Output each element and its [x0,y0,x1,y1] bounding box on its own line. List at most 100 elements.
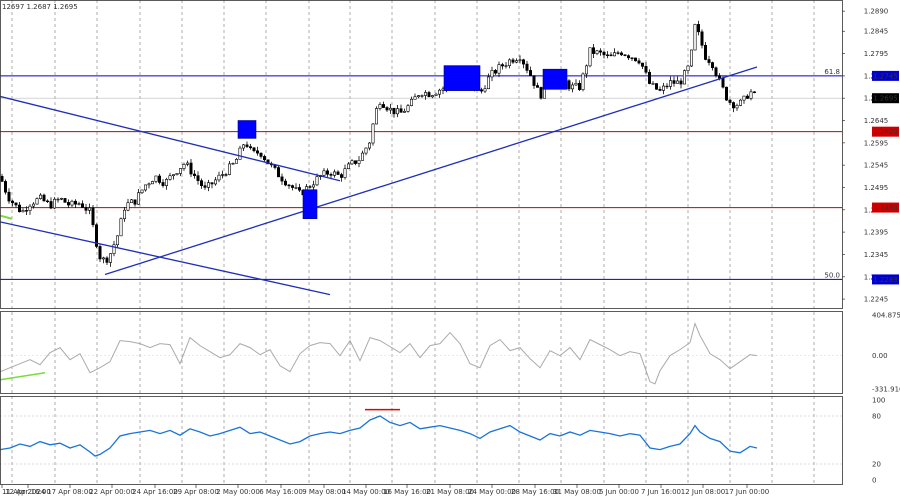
candle-body-63 [221,174,225,176]
candle-body-201 [703,45,707,60]
candle-body-4 [14,202,18,206]
candle-body-61 [214,179,218,185]
candle-body-167 [584,65,588,75]
osc-tick-label-1: 0.00 [872,352,888,360]
candle-body-1 [4,181,8,193]
candle-body-92 [322,170,326,176]
candle-body-75 [262,156,266,161]
candle-body-192 [672,80,676,84]
time-tick-label-4: 24 Apr 16:00 [132,488,178,496]
candle-body-119 [416,95,420,98]
candle-body-38 [133,199,137,205]
candle-body-74 [259,152,263,157]
level-price-tag-text-3: 1.2289 [873,276,898,284]
level-price-tag-1 [872,126,899,137]
candle-body-205 [717,75,721,79]
candle-body-46 [161,182,165,186]
rsi-tick-label-3: 0 [872,477,876,485]
level-price-tag-2 [872,202,899,213]
candle-body-57 [200,180,204,187]
candle-body-179 [626,55,630,59]
level-price-tag-0 [872,70,899,81]
candle-body-102 [357,160,361,164]
candle-body-97 [339,174,343,178]
candle-body-79 [276,167,280,178]
candle-body-174 [609,54,613,57]
candle-body-109 [381,104,385,108]
candle-body-26 [91,207,95,226]
price-tick-label-13: 1.2245 [864,296,889,304]
candle-body-196 [686,65,690,71]
price-tick-label-8: 1.2495 [864,184,889,192]
candle-body-190 [665,85,669,88]
candle-body-165 [577,82,581,90]
osc-tick-label-0: 404.8759 [872,312,900,320]
price-axis: 1.2890 1.2845 1.2795 1.2745 1.2695 1.2645 1.25… [842,8,900,485]
osc-tick-label-2: -331.9165 [872,386,900,394]
candle-body-208 [728,99,732,103]
candle-body-120 [420,95,424,97]
candle-body-181 [633,57,637,62]
candle-body-71 [249,146,253,149]
candle-body-211 [738,99,742,106]
level-price-tag-3 [872,274,899,285]
candle-body-51 [179,168,183,174]
candle-body-9 [31,203,35,207]
candle-body-107 [374,108,378,125]
candle-body-67 [235,159,239,164]
candle-body-39 [137,192,141,205]
candle-body-89 [311,184,315,188]
candle-body-121 [423,92,427,96]
candle-body-85 [297,187,301,191]
time-tick-label-3: 22 Apr 00:00 [89,488,135,496]
candle-body-151 [528,70,532,76]
time-tick-label-7: 6 May 16:00 [259,488,303,496]
candle-body-25 [88,207,92,211]
time-tick-label-13: 28 May 16:00 [511,488,559,496]
candle-body-153 [535,85,539,88]
candle-body-142 [497,64,501,74]
candle-body-10 [35,198,39,205]
time-tick-label-6: 2 May 00:00 [216,488,260,496]
candle-body-64 [224,174,228,176]
candle-body-16 [56,198,60,201]
price-tick-label-1: 1.2845 [864,28,889,36]
candle-body-150 [525,63,529,71]
candle-body-94 [329,173,333,176]
candle-body-189 [661,85,665,91]
time-tick-label-2: 17 Apr 08:00 [47,488,93,496]
candle-body-53 [186,162,190,165]
signal-marker-0 [237,120,257,139]
candle-body-177 [619,52,623,56]
rsi-pane [0,408,842,465]
candle-body-182 [637,60,641,64]
time-tick-label-18: 17 Jun 00:00 [725,488,769,496]
candle-body-58 [203,185,207,188]
candle-body-34 [119,218,123,237]
time-tick-label-9: 14 May 00:00 [342,488,390,496]
osc-highlight-segment [0,371,46,381]
candle-body-59 [207,182,211,188]
time-tick-label-10: 16 May 16:00 [383,488,431,496]
candle-body-146 [511,59,515,63]
candle-body-32 [112,244,116,254]
candle-body-104 [364,147,368,154]
candle-body-124 [434,93,438,96]
candle-body-12 [42,194,46,202]
candle-body-0 [0,176,4,182]
candle-body-197 [689,49,693,67]
time-tick-label-14: 31 May 08:00 [553,488,601,496]
candle-body-28 [98,246,102,260]
candle-body-80 [280,176,284,182]
price-tick-label-10: 1.2395 [864,229,889,237]
candle-body-8 [28,205,32,211]
candle-body-178 [623,54,627,56]
candle-body-176 [616,52,620,54]
candle-body-147 [514,60,518,63]
candle-body-99 [346,163,350,169]
candle-body-7 [24,210,28,212]
candle-body-55 [193,173,197,176]
pane-frame-1 [0,311,843,394]
candle-body-50 [175,173,179,175]
